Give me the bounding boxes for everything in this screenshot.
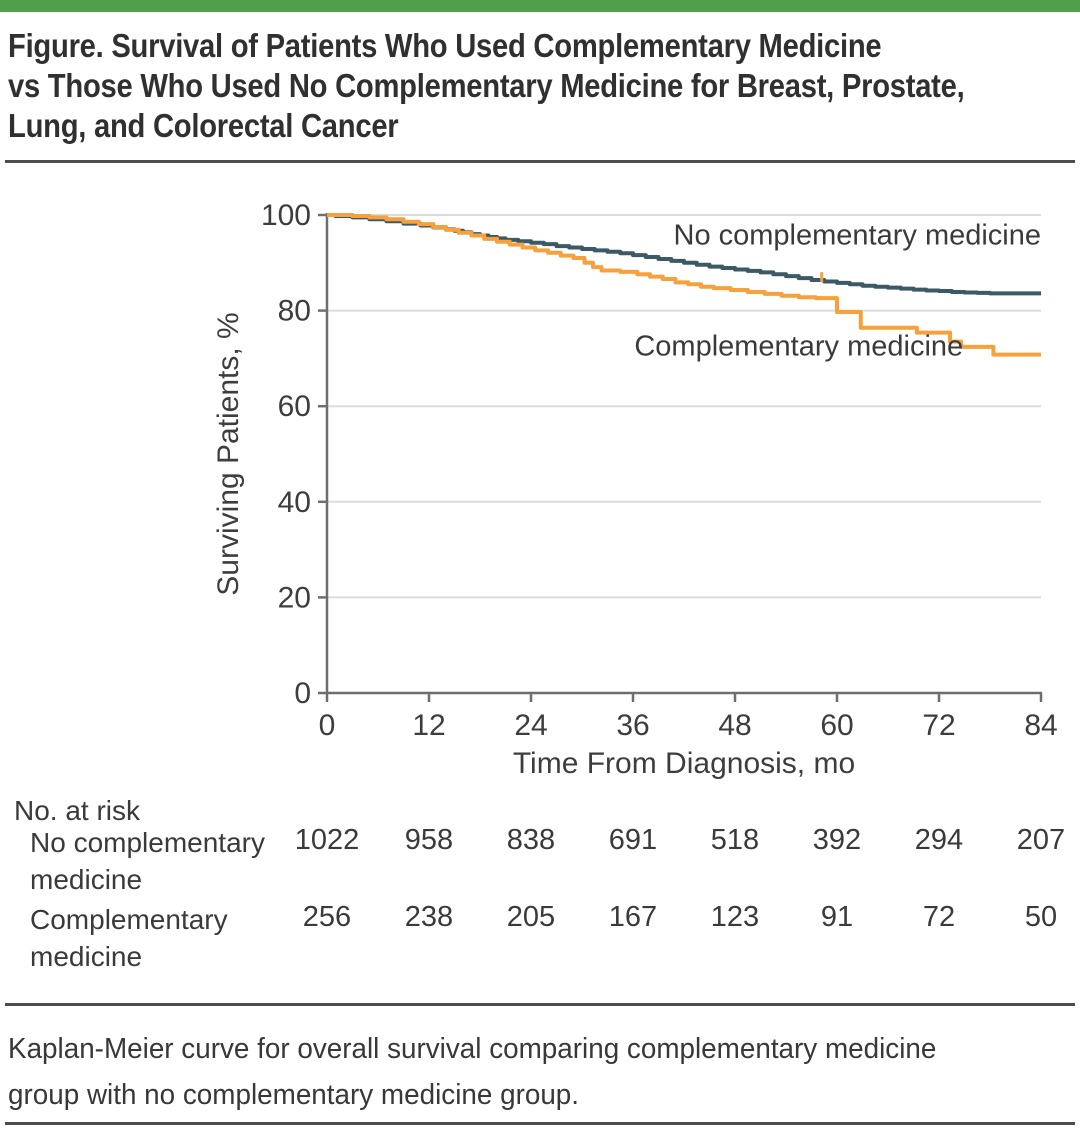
survival-curve-complementary [327, 213, 1041, 357]
x-tick-label: 60 [820, 709, 853, 742]
at-risk-count: 392 [812, 824, 862, 856]
figure-caption: Kaplan-Meier curve for overall survival … [8, 1026, 1080, 1118]
figure-title-line: Figure. Survival of Patients Who Used Co… [8, 27, 882, 64]
title-divider [5, 160, 1075, 163]
series-label-no-complementary: No complementary medicine [674, 220, 1041, 252]
y-tick-label: 0 [294, 677, 311, 710]
at-risk-count: 518 [710, 824, 760, 856]
at-risk-count: 167 [608, 901, 658, 933]
figure-title: Figure. Survival of Patients Who Used Co… [8, 26, 1079, 146]
at-risk-row-label-complementary: Complementary medicine [30, 904, 228, 972]
figure-caption-line: group with no complementary medicine gro… [8, 1079, 580, 1111]
at-risk-count: 294 [914, 824, 964, 856]
caption-divider-top [5, 1003, 1075, 1006]
x-tick-label: 0 [319, 709, 336, 742]
y-tick-label: 100 [261, 199, 311, 232]
x-tick-label: 72 [922, 709, 955, 742]
series-label-complementary: Complementary medicine [634, 331, 963, 363]
at-risk-count: 207 [1016, 824, 1066, 856]
at-risk-count: 91 [820, 901, 854, 933]
at-risk-count: 72 [922, 901, 956, 933]
caption-divider-bottom [5, 1122, 1075, 1125]
at-risk-count: 838 [506, 824, 556, 856]
x-tick-label: 48 [718, 709, 751, 742]
y-axis-title: Surviving Patients, % [212, 312, 245, 595]
at-risk-count: 50 [1024, 901, 1058, 933]
at-risk-row-label-no-complementary: No complementary medicine [30, 827, 265, 895]
at-risk-heading: No. at risk [14, 795, 141, 826]
x-tick-label: 12 [412, 709, 445, 742]
at-risk-count: 123 [710, 901, 760, 933]
at-risk-count: 1022 [294, 824, 360, 856]
figure-caption-line: Kaplan-Meier curve for overall survival … [8, 1033, 937, 1065]
journal-accent-bar [0, 0, 1080, 12]
y-tick-label: 40 [278, 486, 311, 519]
x-tick-label: 24 [514, 709, 547, 742]
x-tick-label: 36 [616, 709, 649, 742]
y-tick-label: 20 [278, 581, 311, 614]
figure-title-line: vs Those Who Used No Complementary Medic… [8, 67, 965, 104]
at-risk-count: 958 [404, 824, 454, 856]
y-tick-label: 80 [278, 295, 311, 328]
at-risk-count: 238 [404, 901, 454, 933]
at-risk-count: 205 [506, 901, 556, 933]
at-risk-count: 256 [302, 901, 352, 933]
x-tick-label: 84 [1024, 709, 1057, 742]
y-tick-label: 60 [278, 390, 311, 423]
x-axis-title: Time From Diagnosis, mo [513, 747, 855, 780]
figure-title-line: Lung, and Colorectal Cancer [8, 107, 399, 144]
at-risk-count: 691 [608, 824, 658, 856]
survival-curve-no-complementary [327, 213, 1041, 296]
